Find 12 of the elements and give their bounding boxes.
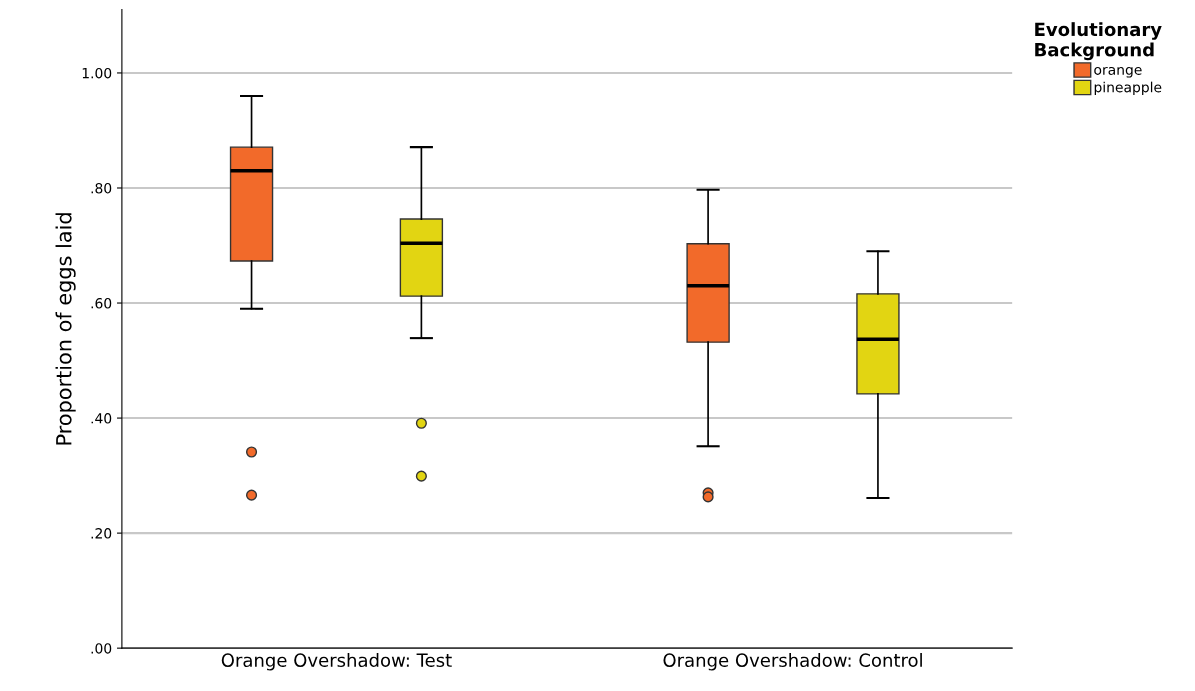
y-tick-label: .40 xyxy=(91,413,112,424)
y-tick-label: .20 xyxy=(91,528,112,539)
y-tick-label: 1.00 xyxy=(82,67,112,79)
legend-label: orange xyxy=(1094,66,1142,78)
legend-title: Evolutionary Background xyxy=(1035,22,1162,61)
x-tick-label: Orange Overshadow: Control xyxy=(663,653,922,671)
legend-label: pineapple xyxy=(1094,81,1162,96)
y-tick-label: .00 xyxy=(91,643,112,654)
y-tick-label: .60 xyxy=(91,298,112,309)
y-axis-title: Proportion of eggs laid xyxy=(55,213,76,445)
y-tick-label: .80 xyxy=(91,182,112,194)
x-tick-label: Orange Overshadow: Test xyxy=(221,653,452,671)
